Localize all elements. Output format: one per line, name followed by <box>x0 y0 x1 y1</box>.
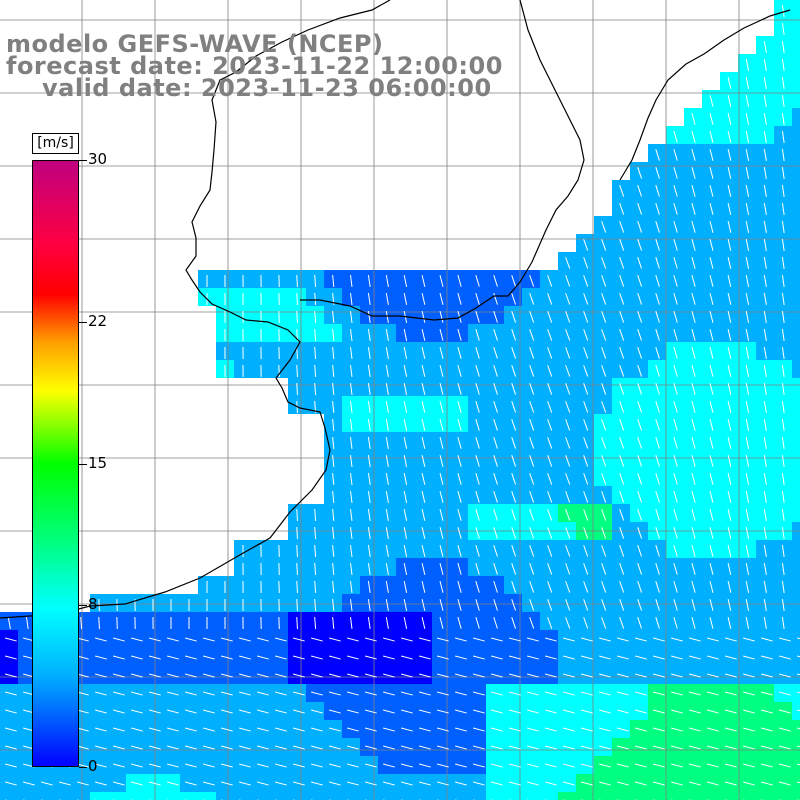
wind-vectors <box>5 4 800 800</box>
map-title-model: modelo GEFS-WAVE (NCEP) <box>6 30 384 58</box>
colorbar-tick <box>79 605 87 607</box>
coastline <box>0 0 791 619</box>
colorbar-tick <box>79 321 87 323</box>
colorbar-tick-label: 15 <box>88 453 108 472</box>
colorbar-tick-label: 30 <box>88 150 108 168</box>
map-title-forecast-date: forecast date: 2023-11-22 12:00:00 <box>6 52 503 80</box>
colorbar-tick <box>79 160 87 161</box>
colorbar-tick-label: 22 <box>88 311 108 330</box>
colorbar-tick <box>79 767 87 768</box>
colorbar-tick <box>79 463 87 465</box>
colorbar-tick-label: 8 <box>88 595 98 614</box>
colorbar <box>32 160 79 767</box>
map-title-valid-date: valid date: 2023-11-23 06:00:00 <box>42 74 492 102</box>
colorbar-unit-label: [m/s] <box>32 133 79 154</box>
colorbar-tick-label: 0 <box>88 757 98 775</box>
